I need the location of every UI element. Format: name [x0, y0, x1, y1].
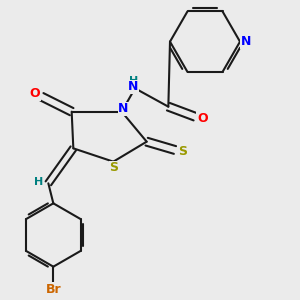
Text: S: S [178, 145, 187, 158]
Text: N: N [128, 80, 139, 93]
Text: H: H [129, 76, 138, 86]
Text: O: O [30, 88, 40, 100]
Text: H: H [34, 177, 43, 187]
Text: Br: Br [46, 283, 61, 296]
Text: O: O [197, 112, 208, 125]
Text: N: N [241, 35, 251, 48]
Text: N: N [118, 103, 128, 116]
Text: S: S [110, 161, 118, 174]
